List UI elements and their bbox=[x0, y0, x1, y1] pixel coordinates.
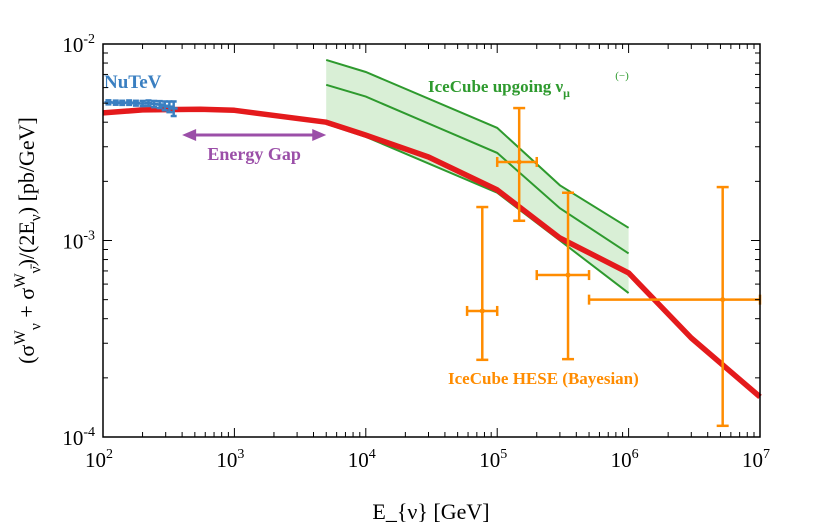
upgoing-central-line bbox=[325, 83, 630, 255]
theory-curve bbox=[102, 106, 762, 399]
icecube-hese-points bbox=[465, 106, 762, 428]
text-part: IceCube upgoing ν bbox=[428, 77, 564, 96]
energy-gap-label: Energy Gap bbox=[207, 144, 301, 164]
tick-exp: 6 bbox=[632, 447, 639, 462]
series-labels: NuTeV IceCube upgoing νμ​ (−) IceCube HESE … bbox=[104, 70, 639, 388]
x-tick-label: 103 bbox=[216, 447, 244, 472]
energy-gap-annotation: Energy Gap bbox=[182, 129, 327, 164]
text-part: μ bbox=[563, 86, 570, 100]
tick-base: 10 bbox=[742, 448, 763, 472]
nutev-point bbox=[111, 99, 120, 106]
text-part: )/(2E bbox=[14, 221, 39, 266]
tick-exp: 3 bbox=[237, 447, 244, 462]
tick-exp: 2 bbox=[106, 447, 113, 462]
y-tick-label: 10-4 bbox=[62, 425, 95, 450]
tick-base: 10 bbox=[611, 448, 632, 472]
tick-exp: -4 bbox=[83, 425, 95, 440]
tick-base: 10 bbox=[216, 448, 237, 472]
y-tick-label: 10-2 bbox=[62, 32, 95, 57]
tick-exp: 7 bbox=[763, 447, 770, 462]
icecube-upgoing-label: IceCube upgoing νμ​ bbox=[428, 77, 570, 100]
text-part: (σ bbox=[14, 345, 39, 364]
nutev-point bbox=[125, 99, 134, 107]
tick-base: 10 bbox=[348, 448, 369, 472]
x-tick-label: 104 bbox=[348, 447, 376, 472]
tick-exp: -2 bbox=[83, 32, 95, 47]
text-part: ) [pb/GeV] bbox=[14, 117, 39, 214]
nutev-label: NuTeV bbox=[104, 72, 162, 93]
x-tick-label: 106 bbox=[611, 447, 639, 472]
x-tick-label: 105 bbox=[479, 447, 507, 472]
tick-exp: -3 bbox=[83, 229, 95, 244]
text-part: W bbox=[12, 330, 29, 345]
hese-point bbox=[465, 205, 499, 362]
y-axis-label: (σW​ν​ + σW​ν̄​)/(2Eν​) [pb/GeV] bbox=[12, 117, 44, 364]
nutev-point bbox=[104, 99, 113, 106]
x-axis-label: E_{ν} [GeV] bbox=[372, 499, 489, 524]
tick-base: 10 bbox=[62, 426, 83, 450]
tick-base: 10 bbox=[479, 448, 500, 472]
tick-base: 10 bbox=[85, 448, 106, 472]
tick-base: 10 bbox=[62, 230, 83, 254]
hese-point bbox=[535, 191, 591, 361]
hese-marker bbox=[479, 308, 485, 314]
text-part: ν bbox=[28, 214, 45, 221]
text-part: ν̄ bbox=[28, 263, 45, 273]
nu-bar-accent: (−) bbox=[615, 70, 629, 82]
nutev-point bbox=[118, 99, 127, 107]
icecube-hese-label: IceCube HESE (Bayesian) bbox=[448, 369, 639, 388]
tick-base: 10 bbox=[62, 33, 83, 57]
arrow-left-icon bbox=[182, 129, 197, 141]
x-tick-label: 102 bbox=[85, 447, 113, 472]
y-tick-label: 10-3 bbox=[62, 229, 95, 254]
text-part: + σ bbox=[14, 288, 39, 323]
tick-exp: 5 bbox=[500, 447, 507, 462]
nutev-points bbox=[104, 99, 178, 118]
text-part: W bbox=[12, 273, 29, 288]
hese-marker bbox=[720, 297, 726, 303]
arrow-right-icon bbox=[312, 129, 327, 141]
theory-curve-group bbox=[102, 106, 762, 399]
hese-point bbox=[495, 106, 539, 223]
x-tick-label: 107 bbox=[742, 447, 770, 472]
nutev-point bbox=[169, 100, 178, 118]
text-part: ν bbox=[28, 323, 45, 330]
hese-marker bbox=[565, 272, 571, 278]
upgoing-upper-line bbox=[325, 58, 630, 229]
hese-marker bbox=[516, 159, 522, 165]
tick-exp: 4 bbox=[369, 447, 376, 462]
hese-point bbox=[587, 185, 762, 428]
